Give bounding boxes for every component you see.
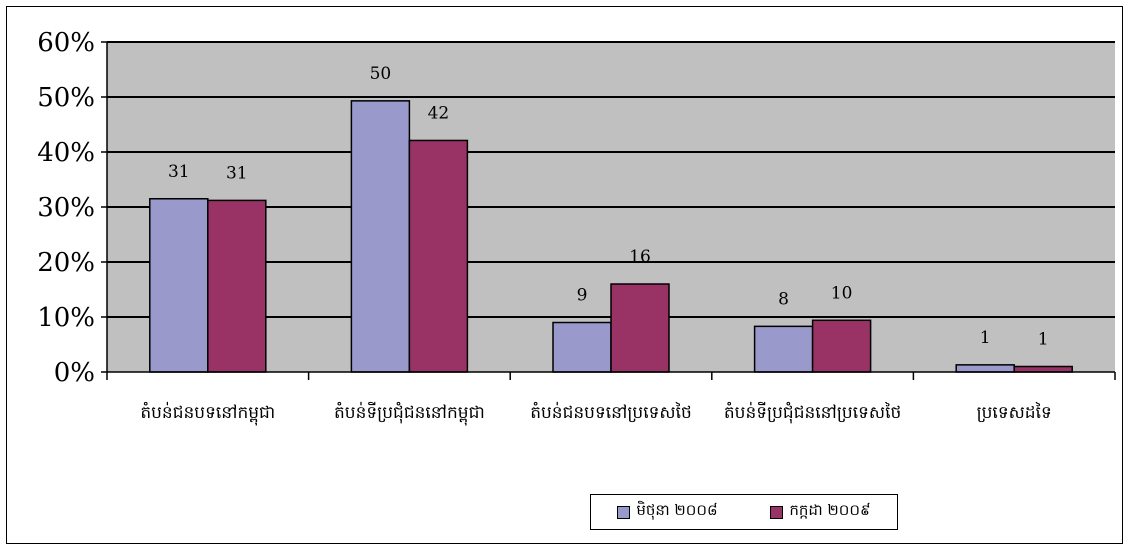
data-label-series-2-cat-2: 42 <box>428 103 450 123</box>
legend-item-series-2: កក្កដា ២០០៩ <box>770 501 871 523</box>
bars <box>149 100 1073 373</box>
y-tick-label: 30% <box>37 193 95 223</box>
legend: មិថុនា ២០០៨ កក្កដា ២០០៩ <box>590 494 898 530</box>
y-tick-label: 40% <box>37 138 95 168</box>
labels: 0% 10% 20% 30% 40% 50% 60% 31 31 តំបន់ជនបទនៅកម្ពុ… <box>37 28 1052 426</box>
y-tick-label: 20% <box>37 248 95 278</box>
category-label: តំបន់ជនបទនៅកម្ពុជា <box>140 401 275 426</box>
y-tick-label: 50% <box>37 83 95 113</box>
data-label-series-2-cat-3: 16 <box>629 247 651 267</box>
axes <box>101 41 1116 380</box>
data-label-series-1-cat-1: 31 <box>168 162 190 182</box>
data-label-series-1-cat-4: 8 <box>778 289 789 309</box>
legend-label-series-1: មិថុនា ២០០៨ <box>636 501 718 519</box>
bar-series-1-cat-3 <box>552 321 612 373</box>
bar-series-1-cat-5 <box>955 364 1015 373</box>
data-label-series-2-cat-4: 10 <box>831 283 853 303</box>
legend-item-series-1: មិថុនា ២០០៨ <box>617 501 718 523</box>
data-label-series-1-cat-3: 9 <box>577 286 588 306</box>
category-label: តំបន់ជនបទនៅប្រទេសថៃ <box>530 401 692 423</box>
bar-series-2-cat-5 <box>1013 365 1073 373</box>
gridlines <box>107 41 1115 318</box>
bar-series-2-cat-3 <box>610 283 670 373</box>
category-label: តំបន់ទីប្រជុំជននៅកម្ពុជា <box>334 401 485 426</box>
data-label-series-2-cat-5: 1 <box>1038 330 1049 350</box>
data-label-series-1-cat-2: 50 <box>370 64 392 84</box>
bar-series-2-cat-2 <box>408 139 469 373</box>
category-label: តំបន់ទីប្រជុំជននៅប្រទេសថៃ <box>724 401 901 424</box>
bar-series-1-cat-4 <box>753 325 814 373</box>
bar-series-1-cat-1 <box>149 198 209 373</box>
legend-label-series-2: កក្កដា ២០០៩ <box>789 501 871 519</box>
bar-series-2-cat-1 <box>207 199 267 373</box>
y-tick-label: 10% <box>37 303 95 333</box>
legend-swatch-series-2 <box>770 505 784 519</box>
data-label-series-1-cat-5: 1 <box>980 328 991 348</box>
bar-series-2-cat-4 <box>811 319 872 373</box>
category-label: ប្រទេសដទៃ <box>977 401 1052 423</box>
data-label-series-2-cat-1: 31 <box>226 163 248 183</box>
y-tick-label: 0% <box>54 358 95 388</box>
legend-swatch-series-1 <box>617 505 631 519</box>
y-tick-label: 60% <box>37 28 95 58</box>
bar-series-1-cat-2 <box>350 100 411 373</box>
